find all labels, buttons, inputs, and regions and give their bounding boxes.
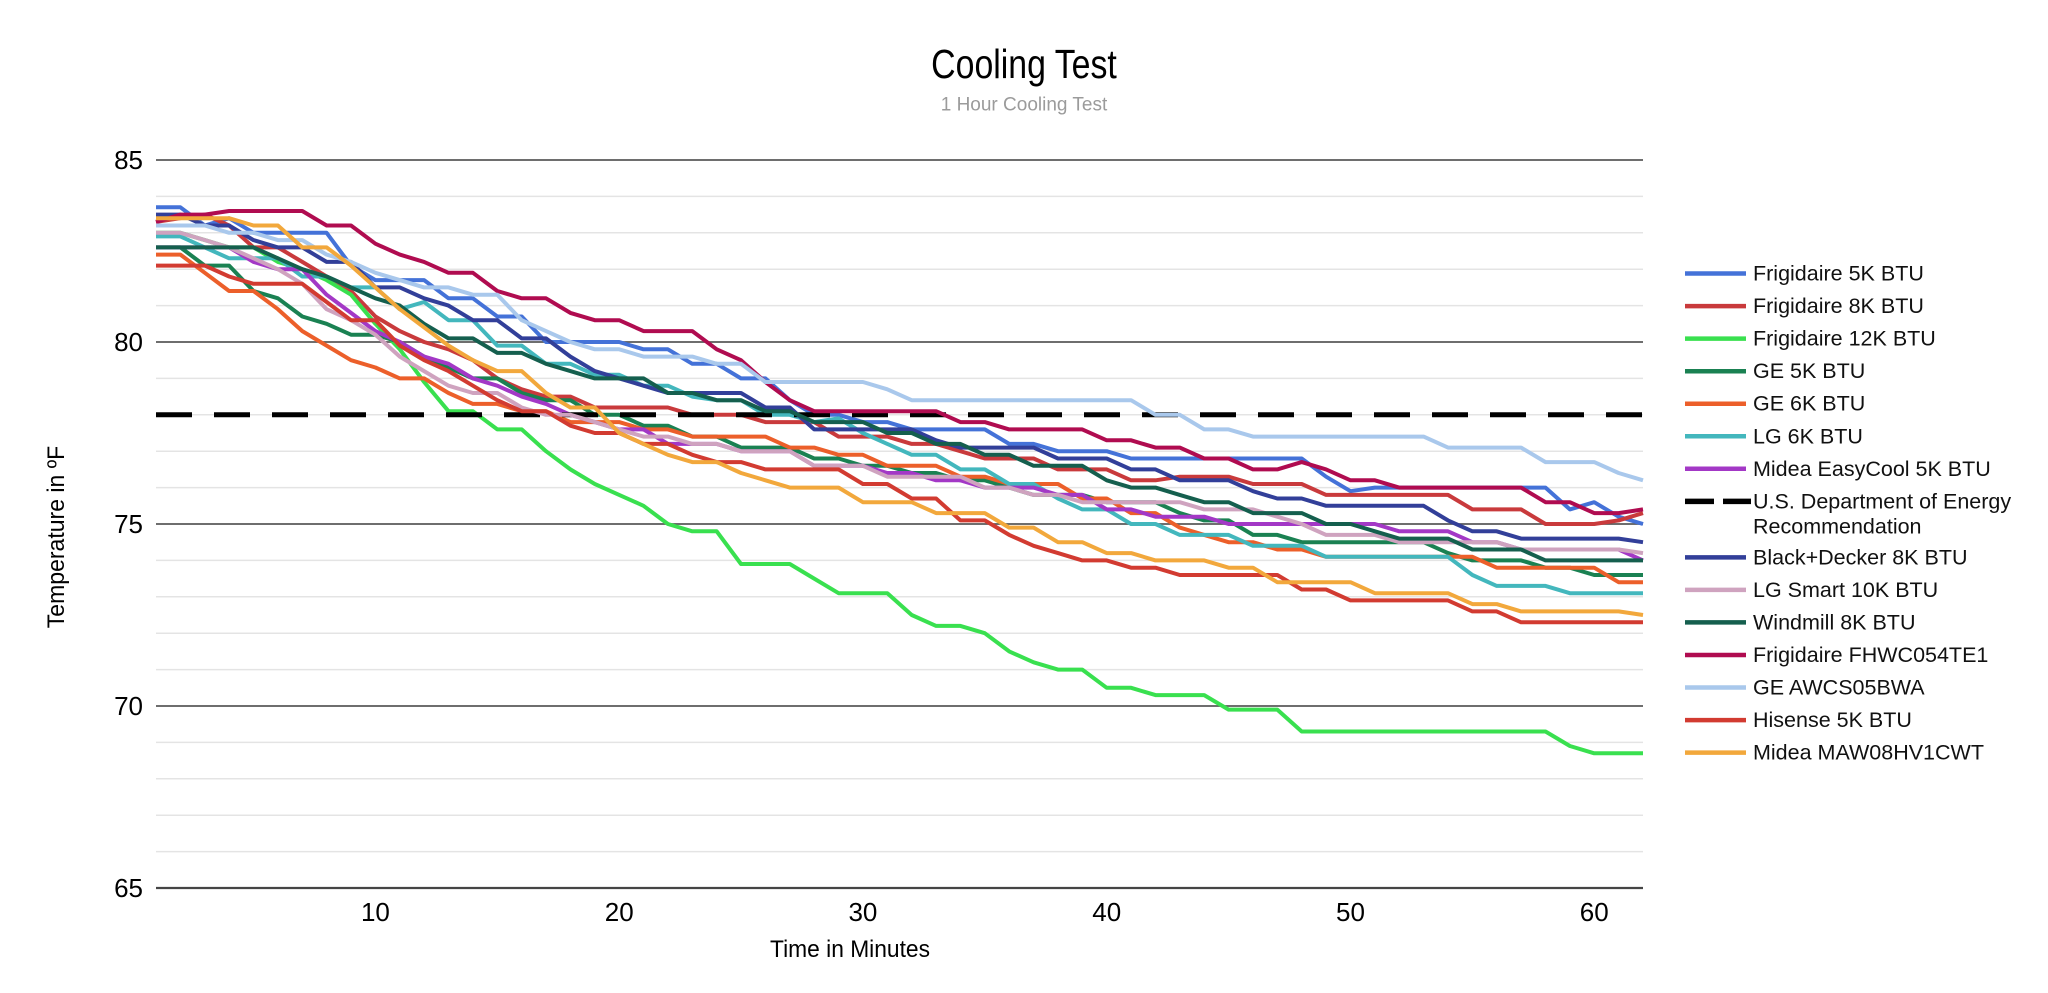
- svg-text:Hisense 5K BTU: Hisense 5K BTU: [1753, 708, 1912, 732]
- svg-text:LG 6K BTU: LG 6K BTU: [1753, 424, 1863, 448]
- svg-text:U.S. Department of Energy: U.S. Department of Energy: [1753, 489, 2011, 513]
- svg-text:85: 85: [114, 145, 143, 175]
- svg-text:Windmill 8K BTU: Windmill 8K BTU: [1753, 610, 1915, 634]
- svg-text:Cooling Test: Cooling Test: [931, 41, 1117, 87]
- svg-text:60: 60: [1580, 897, 1609, 927]
- svg-text:50: 50: [1336, 897, 1365, 927]
- svg-text:Frigidaire 5K BTU: Frigidaire 5K BTU: [1753, 262, 1924, 286]
- svg-text:70: 70: [114, 691, 143, 721]
- svg-text:Frigidaire FHWC054TE1: Frigidaire FHWC054TE1: [1753, 643, 1988, 667]
- svg-text:Temperature in ºF: Temperature in ºF: [42, 446, 70, 628]
- svg-text:20: 20: [605, 897, 634, 927]
- svg-text:1 Hour Cooling Test: 1 Hour Cooling Test: [941, 95, 1108, 116]
- svg-text:30: 30: [848, 897, 877, 927]
- svg-text:LG Smart 10K BTU: LG Smart 10K BTU: [1753, 578, 1938, 602]
- svg-text:65: 65: [114, 873, 143, 903]
- svg-text:Recommendation: Recommendation: [1753, 515, 1922, 539]
- svg-text:Frigidaire 8K BTU: Frigidaire 8K BTU: [1753, 294, 1924, 318]
- svg-text:Black+Decker 8K BTU: Black+Decker 8K BTU: [1753, 545, 1967, 569]
- svg-text:Time in Minutes: Time in Minutes: [770, 935, 930, 962]
- svg-text:10: 10: [361, 897, 390, 927]
- svg-text:75: 75: [114, 509, 143, 539]
- svg-text:GE AWCS05BWA: GE AWCS05BWA: [1753, 676, 1925, 700]
- svg-text:GE 6K BTU: GE 6K BTU: [1753, 392, 1865, 416]
- svg-text:Midea EasyCool 5K BTU: Midea EasyCool 5K BTU: [1753, 457, 1991, 481]
- svg-text:GE 5K BTU: GE 5K BTU: [1753, 359, 1865, 383]
- svg-text:40: 40: [1092, 897, 1121, 927]
- svg-text:80: 80: [114, 327, 143, 357]
- svg-text:Frigidaire 12K BTU: Frigidaire 12K BTU: [1753, 327, 1936, 351]
- svg-text:Midea MAW08HV1CWT: Midea MAW08HV1CWT: [1753, 741, 1984, 765]
